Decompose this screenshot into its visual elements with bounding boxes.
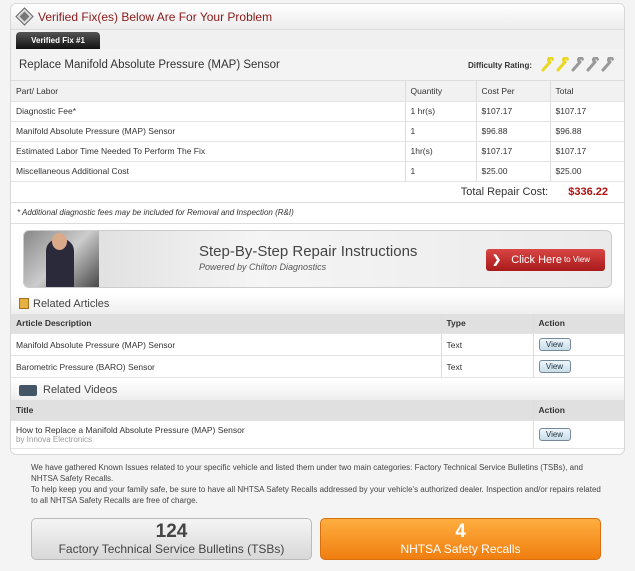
col-action: Action <box>533 400 624 421</box>
cell: Text <box>441 333 534 356</box>
col-type: Type <box>441 313 534 334</box>
book-icon <box>19 298 29 309</box>
col-title: Title <box>11 400 534 421</box>
to-view-label: to View <box>563 255 591 264</box>
verified-fix-panel: Verified Fix(es) Below Are For Your Prob… <box>10 3 625 455</box>
click-here-label: Click Here <box>511 253 562 266</box>
tab-verified-fix-1[interactable]: Verified Fix #1 <box>16 32 100 49</box>
difficulty-label: Difficulty Rating: <box>468 61 532 70</box>
table-row: How to Replace a Manifold Absolute Press… <box>11 420 624 449</box>
panel-header: Verified Fix(es) Below Are For Your Prob… <box>11 4 624 30</box>
view-button[interactable]: View <box>538 360 571 373</box>
cell: Miscellaneous Additional Cost <box>11 161 406 182</box>
related-videos-heading: Related Videos <box>11 380 624 400</box>
total-row: Total Repair Cost: $336.22 <box>11 182 624 203</box>
related-articles-heading: Related Articles <box>11 293 624 314</box>
cell: Manifold Absolute Pressure (MAP) Sensor <box>11 121 406 142</box>
recalls-button[interactable]: 4 NHTSA Safety Recalls <box>320 518 601 560</box>
cell: Text <box>441 355 534 378</box>
chevron-right-icon: ❯ <box>492 254 502 266</box>
cell: $107.17 <box>476 141 551 162</box>
wrench-icon <box>541 56 556 72</box>
cell: Diagnostic Fee* <box>11 101 406 122</box>
view-button[interactable]: View <box>538 338 571 351</box>
chilton-banner[interactable]: Step-By-Step Repair Instructions Powered… <box>23 229 612 288</box>
heading-text: Related Videos <box>43 384 118 396</box>
recalls-label: NHTSA Safety Recalls <box>400 542 521 556</box>
articles-table: Article Description Type Action Manifold A… <box>11 313 624 378</box>
click-here-button[interactable]: ❯ Click Here to View <box>486 248 605 271</box>
cell: $107.17 <box>550 141 624 162</box>
col-quantity: Quantity <box>405 81 477 102</box>
cell: $25.00 <box>550 161 624 182</box>
panel-title: Verified Fix(es) Below Are For Your Prob… <box>38 9 273 24</box>
table-row: Barometric Pressure (BARO) Sensor Text Vie… <box>11 355 624 378</box>
cell: $107.17 <box>476 101 551 122</box>
col-cost-per: Cost Per <box>476 81 551 102</box>
cell: $107.17 <box>550 101 624 122</box>
diagnostic-note: * Additional diagnostic fees may be incl… <box>11 203 624 224</box>
cell: 1 <box>405 121 477 142</box>
videos-table: Title Action How to Replace a Manifold Ab… <box>11 400 624 449</box>
video-title[interactable]: How to Replace a Manifold Absolute Press… <box>16 424 245 435</box>
info-paragraph-1: We have gathered Known Issues related to… <box>31 463 583 483</box>
wrench-icon <box>601 56 616 72</box>
table-row: Manifold Absolute Pressure (MAP) Sensor T… <box>11 333 624 356</box>
wrench-icon <box>586 56 601 72</box>
mechanic-photo <box>24 230 99 287</box>
cell: Estimated Labor Time Needed To Perform T… <box>11 141 406 162</box>
video-camera-icon <box>19 384 37 396</box>
wrench-icon <box>571 56 586 72</box>
col-description: Article Description <box>11 313 442 334</box>
cell: $25.00 <box>476 161 551 182</box>
total-value: $336.22 <box>568 185 608 198</box>
info-paragraph-2: To help keep you and your family safe, b… <box>31 485 601 505</box>
video-author: by Innova Electronics <box>16 434 93 444</box>
cell: 1 hr(s) <box>405 101 477 122</box>
difficulty-rating: Difficulty Rating: <box>468 56 616 74</box>
known-issues-info: We have gathered Known Issues related to… <box>31 462 606 506</box>
col-total: Total <box>550 81 624 102</box>
tsb-count: 124 <box>155 521 188 542</box>
cell: Manifold Absolute Pressure (MAP) Sensor <box>11 333 442 356</box>
table-row: Miscellaneous Additional Cost 1 $25.00 $25.… <box>11 161 624 182</box>
table-row: Diagnostic Fee* 1 hr(s) $107.17 $107.17 <box>11 101 624 122</box>
view-button[interactable]: View <box>538 427 571 441</box>
cell: Barometric Pressure (BARO) Sensor <box>11 355 442 378</box>
cell: 1 <box>405 161 477 182</box>
diamond-icon <box>16 8 33 25</box>
cell: $96.88 <box>550 121 624 142</box>
table-row: Estimated Labor Time Needed To Perform T… <box>11 141 624 162</box>
table-row: Manifold Absolute Pressure (MAP) Sensor 1… <box>11 121 624 142</box>
total-label: Total Repair Cost: <box>460 185 549 198</box>
heading-text: Related Articles <box>33 297 110 310</box>
wrench-icon <box>556 56 571 72</box>
banner-title: Step-By-Step Repair Instructions <box>199 242 418 260</box>
tsb-label: Factory Technical Service Bulletins (TSB… <box>58 542 285 556</box>
col-action: Action <box>533 313 624 334</box>
tsb-button[interactable]: 124 Factory Technical Service Bulletins … <box>31 518 312 560</box>
cell: $96.88 <box>476 121 551 142</box>
cell: 1hr(s) <box>405 141 477 162</box>
fix-title: Replace Manifold Absolute Pressure (MAP)… <box>19 58 280 71</box>
parts-table: Part/ Labor Quantity Cost Per Total Diagnos… <box>11 81 624 182</box>
col-part: Part/ Labor <box>11 81 406 102</box>
recalls-count: 4 <box>455 521 466 542</box>
banner-subtitle: Powered by Chilton Diagnostics <box>199 261 327 272</box>
